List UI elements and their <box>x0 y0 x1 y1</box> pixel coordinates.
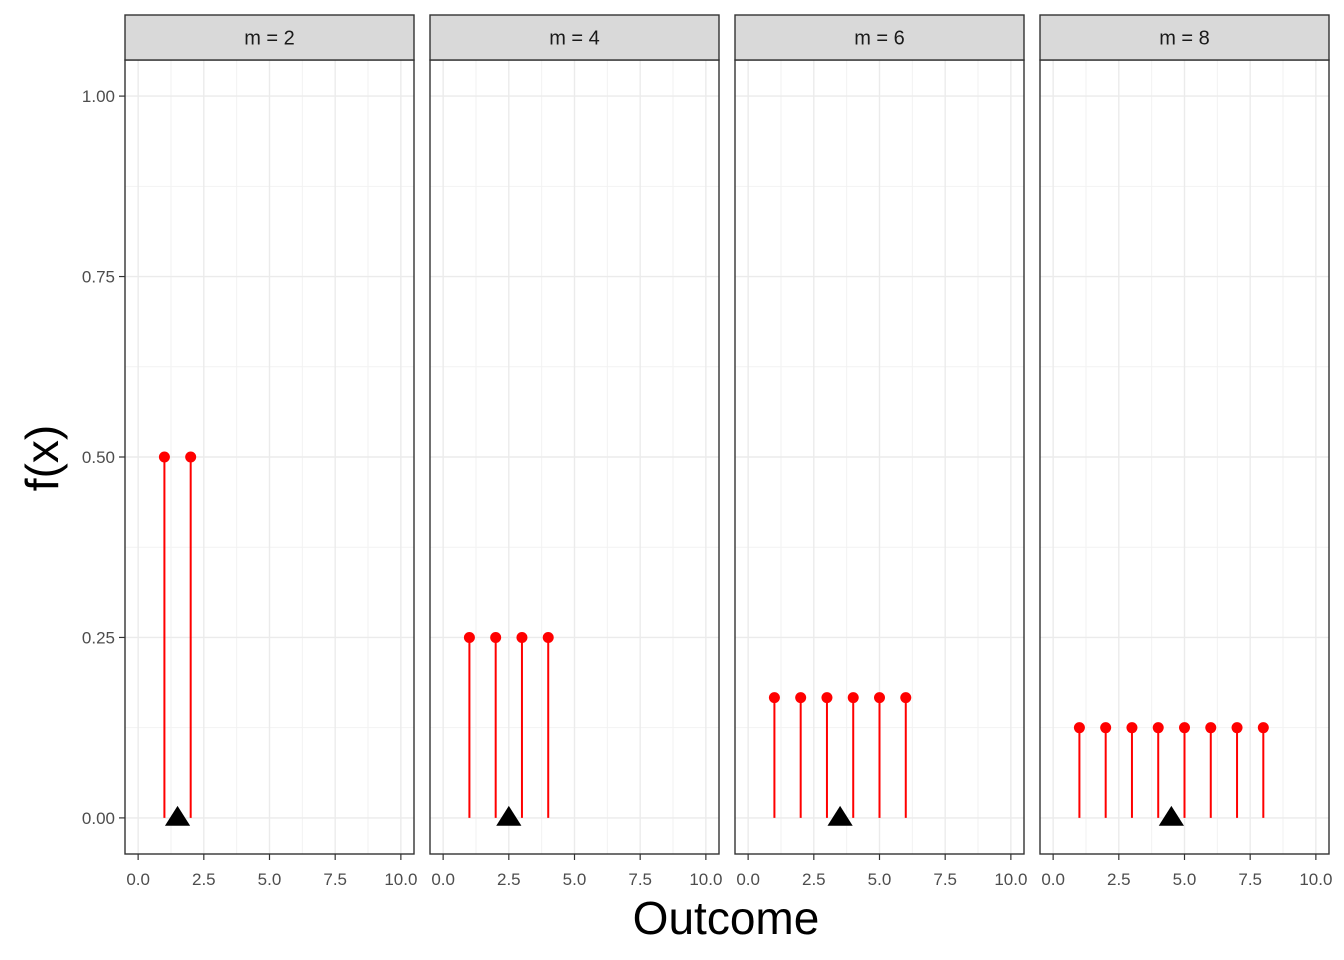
x-tick-label: 5.0 <box>258 870 282 889</box>
data-point <box>542 631 554 643</box>
facet-panel: m = 4 0.0 2.5 5.0 7.5 10.0 <box>429 14 722 889</box>
mean-marker <box>827 805 853 826</box>
y-tick-label: 0.25 <box>82 628 115 647</box>
x-tick-label: 2.5 <box>497 870 521 889</box>
data-point <box>900 692 912 704</box>
data-point <box>516 631 528 643</box>
x-tick-label: 5.0 <box>1173 870 1197 889</box>
facet-strip <box>124 14 415 61</box>
y-tick-label: 0.00 <box>82 809 115 828</box>
x-tick-label: 10.0 <box>994 870 1027 889</box>
facet-panels: m = 2 0.0 2.5 5.0 7.5 10.0 m = 4 0.0 2.5 5.0 7.5 10… <box>124 14 1332 889</box>
x-tick-label: 10.0 <box>384 870 417 889</box>
data-point <box>158 451 170 463</box>
facet-strip <box>734 14 1025 61</box>
mean-marker <box>1158 805 1184 826</box>
data-point <box>1231 722 1243 734</box>
y-axis-title: f(x) <box>16 425 68 491</box>
x-tick-label: 0.0 <box>126 870 150 889</box>
x-tick-label: 5.0 <box>563 870 587 889</box>
y-tick-label: 0.50 <box>82 448 115 467</box>
x-tick-label: 5.0 <box>868 870 892 889</box>
x-axis-title: Outcome <box>633 892 820 944</box>
facet-strip <box>1039 14 1330 61</box>
data-point <box>1152 722 1164 734</box>
facet-strip <box>429 14 720 61</box>
facet-panel: m = 2 0.0 2.5 5.0 7.5 10.0 <box>124 14 417 889</box>
x-tick-label: 0.0 <box>431 870 455 889</box>
data-point <box>847 692 859 704</box>
data-point <box>1126 722 1138 734</box>
facet-panel: m = 6 0.0 2.5 5.0 7.5 10.0 <box>734 14 1027 889</box>
data-point <box>1073 722 1085 734</box>
y-tick-label: 1.00 <box>82 87 115 106</box>
data-point <box>1100 722 1112 734</box>
data-point <box>463 631 475 643</box>
x-tick-label: 7.5 <box>1238 870 1262 889</box>
data-point <box>821 692 833 704</box>
x-tick-label: 0.0 <box>1041 870 1065 889</box>
data-point <box>490 631 502 643</box>
x-tick-label: 7.5 <box>628 870 652 889</box>
facet-strip-label: m = 2 <box>244 28 295 50</box>
facet-strip-label: m = 6 <box>854 28 905 50</box>
x-tick-label: 2.5 <box>802 870 826 889</box>
facet-strip-label: m = 4 <box>549 28 600 50</box>
y-tick-label: 0.75 <box>82 268 115 287</box>
x-tick-label: 7.5 <box>933 870 957 889</box>
facet-strip-label: m = 8 <box>1159 28 1210 50</box>
data-point <box>874 692 885 704</box>
mean-marker <box>496 805 522 826</box>
x-tick-label: 2.5 <box>1107 870 1131 889</box>
data-point <box>1205 722 1217 734</box>
mean-marker <box>164 805 191 826</box>
data-point <box>1179 722 1190 734</box>
x-tick-label: 10.0 <box>1299 870 1332 889</box>
data-point <box>1257 722 1269 734</box>
x-tick-label: 2.5 <box>192 870 216 889</box>
data-point <box>768 692 780 704</box>
x-tick-label: 0.0 <box>736 870 760 889</box>
x-tick-label: 7.5 <box>323 870 347 889</box>
x-tick-label: 10.0 <box>689 870 722 889</box>
data-point <box>795 692 807 704</box>
y-axis: 0.00 0.25 0.50 0.75 1.00 <box>82 87 125 828</box>
data-point <box>185 451 197 463</box>
facet-panel: m = 8 0.0 2.5 5.0 7.5 10.0 <box>1039 14 1332 889</box>
